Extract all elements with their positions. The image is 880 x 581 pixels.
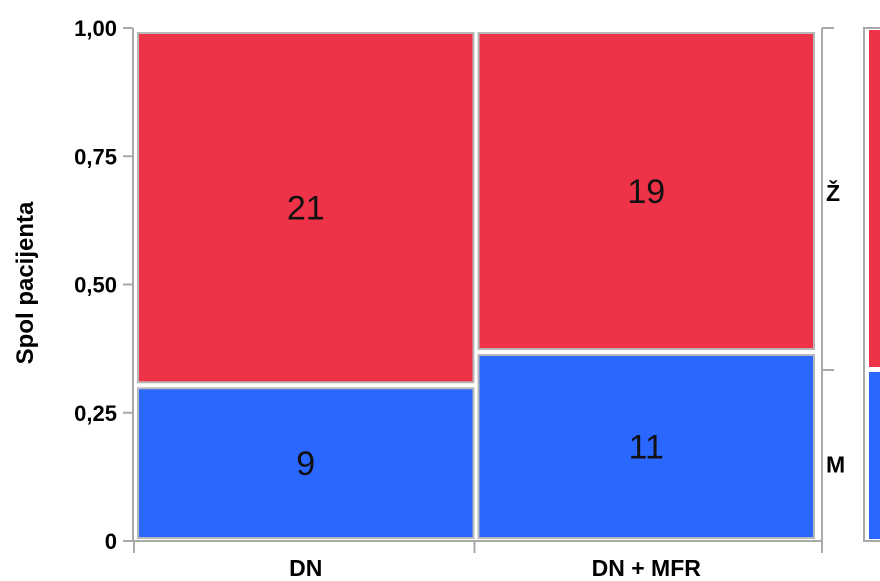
tile-z-0 <box>137 32 475 384</box>
y-ticks: 0 0,25 0,50 0,75 1,00 <box>74 16 133 554</box>
data-labels: 9 21 11 19 <box>287 173 665 483</box>
x-tick-label: DN <box>289 555 322 581</box>
y-tick-label: 0,25 <box>74 401 117 426</box>
y-axis-label: Spol pacijenta <box>12 201 39 364</box>
data-label: 9 <box>296 445 315 483</box>
y-tick-label: 0,75 <box>74 144 117 169</box>
y-tick-label: 0,50 <box>74 273 117 298</box>
mosaic-tiles <box>137 32 815 539</box>
legend-label-z: Ž <box>826 179 840 206</box>
data-label: 21 <box>287 190 325 228</box>
legend: ŽM <box>822 27 845 478</box>
x-tick-label: DN + MFR <box>592 555 702 581</box>
tile-m-1 <box>477 354 815 539</box>
y-tick-label: 1,00 <box>74 16 117 41</box>
tile-z-1 <box>477 32 815 351</box>
legend-label-m: M <box>826 452 845 478</box>
tile-m-0 <box>137 387 475 539</box>
data-label: 11 <box>629 429 664 467</box>
x-ticks: DN DN + MFR <box>133 541 823 581</box>
clipped-panel-fragment <box>863 27 880 542</box>
data-label: 19 <box>627 173 665 211</box>
y-tick-label: 0 <box>105 529 117 554</box>
